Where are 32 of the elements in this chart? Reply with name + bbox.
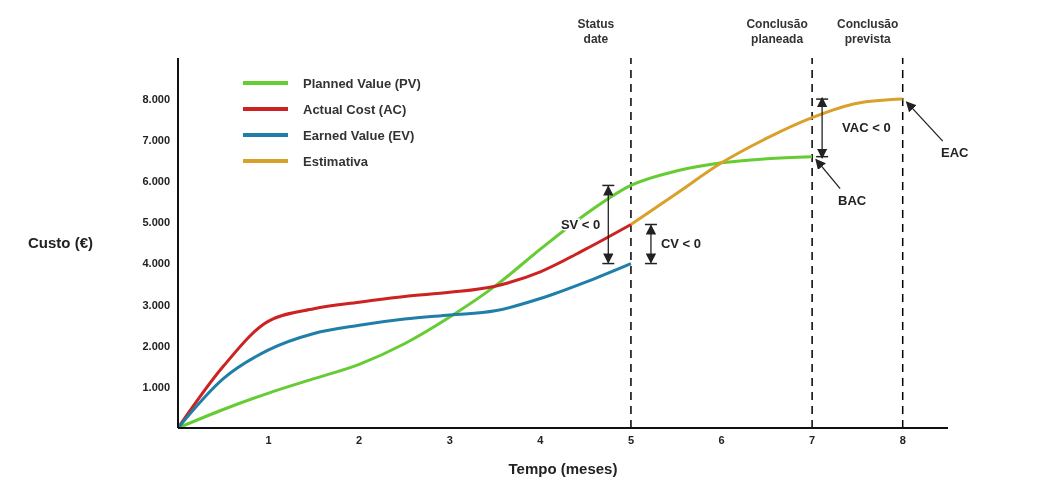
legend-label: Earned Value (EV) xyxy=(303,128,415,143)
legend-label: Actual Cost (AC) xyxy=(303,102,407,117)
annotation: EAC xyxy=(940,145,970,161)
x-tick-label: 8 xyxy=(899,433,906,446)
annotation: VAC < 0 xyxy=(842,119,891,135)
y-tick-label: 8.000 xyxy=(142,93,170,106)
annotation: BAC xyxy=(838,192,867,208)
y-tick-label: 7.000 xyxy=(142,134,170,147)
x-tick-label: 3 xyxy=(446,433,453,446)
ref-line-label: Conclusão prevista xyxy=(837,17,899,46)
y-axis-title: Custo (€) xyxy=(28,234,93,252)
ref-line-label: Status date xyxy=(577,17,615,46)
x-tick-label: 6 xyxy=(718,433,725,446)
legend-label: Estimativa xyxy=(303,154,369,169)
legend-label: Planned Value (PV) xyxy=(303,76,421,91)
ref-line-label: Conclusão planeada xyxy=(746,17,808,46)
y-tick-label: 2.000 xyxy=(142,339,170,352)
annotation: CV < 0 xyxy=(660,236,702,252)
y-tick-label: 5.000 xyxy=(142,216,170,229)
line-series xyxy=(629,97,905,226)
x-tick-label: 2 xyxy=(356,433,363,446)
y-tick-label: 6.000 xyxy=(142,175,170,188)
x-tick-label: 1 xyxy=(265,433,272,446)
y-tick-label: 4.000 xyxy=(142,257,170,270)
line-series xyxy=(178,262,633,428)
x-tick-label: 5 xyxy=(627,433,634,446)
y-tick-label: 3.000 xyxy=(142,298,170,311)
y-tick-label: 1.000 xyxy=(142,380,170,393)
x-axis-title: Tempo (meses) xyxy=(508,460,618,477)
x-tick-label: 7 xyxy=(809,433,816,446)
x-tick-label: 4 xyxy=(537,433,545,446)
line-series xyxy=(178,155,814,428)
